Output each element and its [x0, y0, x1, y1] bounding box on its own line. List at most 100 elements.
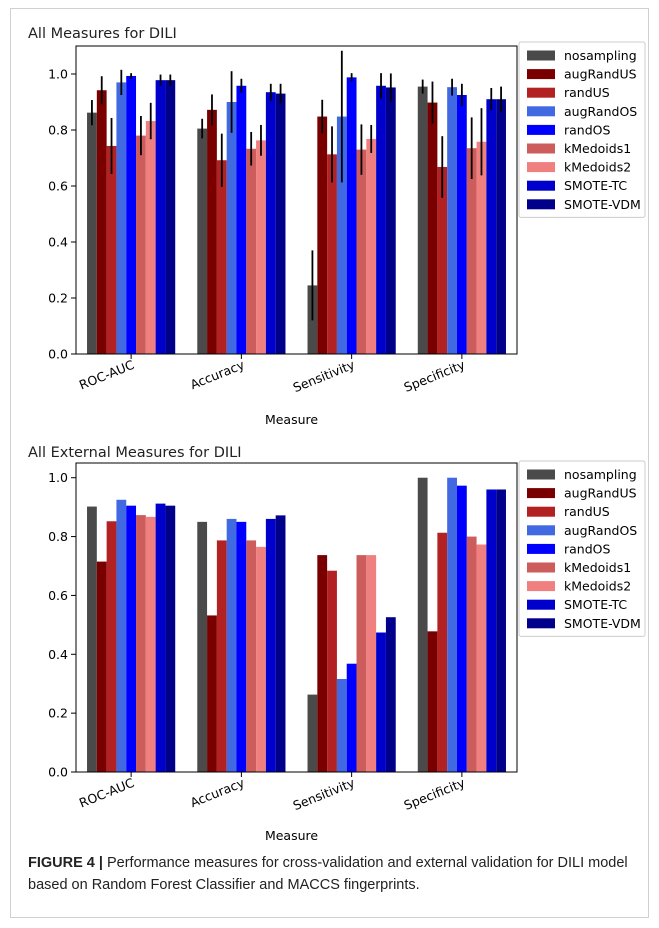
- top-bar-augRandOS-Sensitivity: [336, 116, 347, 354]
- top-bar-augRandOS-ROC-AUC: [116, 82, 127, 355]
- bottom-legend-label-kMedoids1: kMedoids1: [564, 560, 631, 575]
- bottom-bar-SMOTE-VDM-Sensitivity: [385, 617, 396, 772]
- bottom-bar-SMOTE-VDM-Accuracy: [275, 515, 286, 772]
- top-legend-label-SMOTE-VDM: SMOTE-VDM: [564, 197, 641, 212]
- bottom-title: All External Measures for DILI: [28, 445, 242, 461]
- bottom-bar-SMOTE-VDM-Specificity: [496, 489, 506, 772]
- bottom-legend-label-randUS: randUS: [564, 504, 610, 519]
- top-legend-swatch-kMedoids2: [527, 162, 555, 173]
- top-bar-kMedoids2-Sensitivity: [366, 138, 377, 354]
- top-legend-label-SMOTE-TC: SMOTE-TC: [564, 178, 627, 193]
- top-legend-label-kMedoids2: kMedoids2: [564, 160, 631, 175]
- bottom-ytick-label: 0.0: [48, 765, 68, 780]
- top-bar-nosampling-Specificity: [417, 86, 428, 354]
- top-bar-augRandUS-Accuracy: [207, 109, 217, 354]
- top-bar-randUS-ROC-AUC: [106, 145, 117, 354]
- figure-caption: FIGURE 4 | Performance measures for cros…: [28, 852, 638, 896]
- top-legend-swatch-augRandOS: [527, 106, 555, 117]
- top-bar-randUS-Accuracy: [216, 160, 227, 354]
- bottom-legend-label-augRandUS: augRandUS: [564, 486, 637, 501]
- bottom-bar-randOS-ROC-AUC: [126, 505, 137, 772]
- top-bar-kMedoids2-ROC-AUC: [145, 121, 156, 354]
- top-bar-SMOTE-TC-Specificity: [486, 99, 497, 354]
- bottom-legend-swatch-augRandOS: [527, 525, 555, 536]
- bottom-bar-randOS-Accuracy: [236, 521, 247, 772]
- bottom-xtick-label: Sensitivity: [291, 775, 358, 814]
- top-legend-box: [518, 41, 646, 218]
- bottom-ytick-label: 0.8: [48, 529, 68, 544]
- bottom-xlabel: Measure: [265, 828, 318, 843]
- bottom-bar-augRandOS-Accuracy: [226, 518, 237, 772]
- top-bar-augRandUS-Specificity: [427, 102, 438, 354]
- bottom-bar-kMedoids2-Specificity: [476, 544, 487, 772]
- bottom-bar-nosampling-Accuracy: [197, 521, 208, 772]
- bottom-bar-kMedoids2-Accuracy: [256, 546, 266, 772]
- bottom-legend-label-nosampling: nosampling: [564, 467, 637, 482]
- bottom-legend-swatch-nosampling: [527, 469, 555, 480]
- bottom-xtick-label: Specificity: [402, 775, 468, 813]
- chart-external-measures: All External Measures for DILI 0.0 0.2 0.4 0…: [28, 445, 646, 843]
- bottom-bar-augRandUS-Specificity: [427, 631, 438, 772]
- bottom-legend-label-SMOTE-TC: SMOTE-TC: [564, 597, 627, 612]
- bottom-bar-SMOTE-VDM-ROC-AUC: [165, 505, 176, 772]
- bottom-legend-swatch-augRandUS: [527, 488, 555, 499]
- top-bar-SMOTE-VDM-ROC-AUC: [165, 80, 176, 354]
- bottom-legend-swatch-randOS: [527, 543, 555, 554]
- bottom-ytick-label: 0.2: [48, 706, 68, 721]
- top-ytick-label: 0.6: [48, 179, 68, 194]
- bottom-bar-SMOTE-TC-Sensitivity: [376, 632, 386, 772]
- top-xtick-label: Accuracy: [188, 357, 247, 393]
- bottom-legend-label-augRandOS: augRandOS: [564, 523, 637, 538]
- bottom-bar-augRandUS-Accuracy: [207, 615, 217, 772]
- bottom-plot-frame: [75, 462, 518, 773]
- top-plot-frame: [75, 45, 518, 355]
- top-ytick-label: 0.8: [48, 123, 68, 138]
- bottom-legend-swatch-SMOTE-TC: [527, 599, 555, 610]
- top-legend-swatch-augRandUS: [527, 69, 555, 80]
- bottom-bar-augRandUS-ROC-AUC: [96, 561, 107, 772]
- bottom-legend-swatch-kMedoids1: [527, 562, 555, 573]
- bottom-bar-SMOTE-TC-Specificity: [486, 489, 497, 772]
- top-bar-randOS-ROC-AUC: [126, 75, 137, 355]
- top-ytick-label: 1.0: [48, 67, 68, 82]
- top-legend-swatch-SMOTE-TC: [527, 180, 555, 191]
- bottom-bar-randOS-Sensitivity: [346, 663, 357, 772]
- top-bar-SMOTE-VDM-Sensitivity: [385, 87, 396, 354]
- bottom-bar-randOS-Specificity: [456, 485, 467, 772]
- top-legend-swatch-SMOTE-VDM: [527, 199, 555, 210]
- top-bar-nosampling-ROC-AUC: [87, 112, 97, 354]
- bottom-legend-swatch-SMOTE-VDM: [527, 618, 555, 629]
- bottom-bar-augRandOS-Sensitivity: [336, 679, 347, 772]
- top-legend-swatch-randUS: [527, 87, 555, 98]
- top-legend-swatch-nosampling: [527, 50, 555, 61]
- bottom-legend-label-kMedoids2: kMedoids2: [564, 579, 631, 594]
- top-bar-augRandUS-ROC-AUC: [96, 90, 107, 355]
- bottom-bar-kMedoids1-ROC-AUC: [136, 515, 146, 772]
- bottom-bar-nosampling-Specificity: [417, 477, 428, 772]
- bottom-bar-randUS-Accuracy: [216, 540, 227, 772]
- bottom-bar-kMedoids1-Sensitivity: [356, 555, 367, 772]
- bottom-bar-kMedoids2-ROC-AUC: [145, 516, 156, 772]
- top-ytick-label: 0.2: [48, 291, 68, 306]
- bottom-bar-kMedoids2-Sensitivity: [366, 555, 377, 772]
- bottom-bar-augRandOS-Specificity: [447, 477, 457, 772]
- caption-text: Performance measures for cross-validatio…: [28, 855, 628, 893]
- top-bar-kMedoids1-ROC-AUC: [136, 135, 146, 354]
- top-legend-label-randOS: randOS: [564, 122, 610, 137]
- bottom-bar-nosampling-ROC-AUC: [87, 506, 97, 772]
- top-legend-label-augRandOS: augRandOS: [564, 104, 637, 119]
- top-bar-augRandOS-Specificity: [447, 87, 457, 354]
- top-xtick-label: ROC-AUC: [77, 357, 137, 393]
- top-bar-kMedoids1-Accuracy: [246, 148, 257, 354]
- figure-frame: [10, 8, 649, 918]
- bottom-bar-kMedoids1-Accuracy: [246, 540, 257, 772]
- top-bar-SMOTE-TC-Accuracy: [265, 92, 276, 354]
- top-bar-randOS-Specificity: [456, 95, 467, 354]
- top-legend-swatch-kMedoids1: [527, 143, 555, 154]
- bottom-bar-kMedoids1-Specificity: [466, 536, 477, 772]
- bottom-bar-randUS-Specificity: [437, 532, 448, 772]
- top-legend-label-augRandUS: augRandUS: [564, 67, 637, 82]
- bottom-bar-randUS-Sensitivity: [327, 570, 337, 772]
- bottom-xtick-label: ROC-AUC: [77, 775, 137, 811]
- top-title: All Measures for DILI: [28, 26, 177, 42]
